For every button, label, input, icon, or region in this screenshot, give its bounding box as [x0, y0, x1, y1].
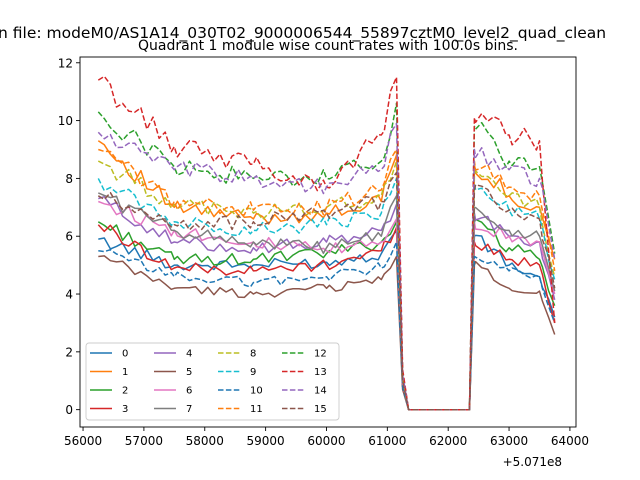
legend-label-6: 6	[186, 386, 192, 397]
series-line-5	[98, 255, 556, 411]
series-line-4	[98, 195, 556, 411]
y-tick-label: 12	[58, 56, 73, 70]
x-tick-label: 63000	[490, 434, 528, 448]
legend-label-0: 0	[122, 349, 128, 360]
series-line-13	[97, 75, 556, 411]
series-line-3	[97, 224, 556, 411]
y-tick-label: 6	[65, 230, 73, 244]
x-tick-label: 56000	[64, 434, 102, 448]
x-tick-label: 64000	[551, 434, 589, 448]
x-tick-label: 59000	[247, 434, 285, 448]
series-line-8	[97, 160, 556, 411]
series-line-1	[97, 140, 556, 411]
legend-label-15: 15	[314, 404, 327, 415]
series-line-15	[97, 171, 556, 411]
chart-title: Quadrant 1 module wise count rates with …	[138, 38, 518, 54]
series-line-6	[98, 200, 556, 411]
series-line-0	[98, 229, 556, 411]
legend-label-7: 7	[186, 404, 192, 415]
legend-label-11: 11	[250, 404, 263, 415]
x-axis: 56000 57000 58000 59000 60000 61000 62000 63000…	[64, 427, 589, 448]
legend-label-4: 4	[186, 349, 192, 360]
legend-label-3: 3	[122, 404, 128, 415]
x-tick-label: 60000	[307, 434, 345, 448]
y-tick-label: 0	[65, 403, 73, 417]
x-tick-label: 58000	[186, 434, 224, 448]
legend-label-9: 9	[250, 367, 256, 378]
y-tick-label: 10	[58, 114, 73, 128]
legend-box	[85, 342, 340, 421]
legend-label-1: 1	[122, 367, 128, 378]
series-line-7	[98, 192, 556, 411]
x-tick-label: 57000	[125, 434, 163, 448]
x-tick-label: 61000	[368, 434, 406, 448]
y-axis: 0 2 4 6 8 10 12	[58, 56, 80, 417]
figure-suptitle: n file: modeM0/AS1A14_030T02_9000006544_…	[0, 24, 606, 43]
series-line-2	[97, 218, 556, 411]
y-tick-label: 4	[65, 288, 73, 302]
y-tick-label: 2	[65, 345, 73, 359]
plot-frame	[79, 56, 577, 428]
legend-label-5: 5	[186, 367, 192, 378]
legend-label-13: 13	[314, 367, 327, 378]
y-tick-label: 8	[65, 172, 73, 186]
x-offset-label: +5.071e8	[503, 455, 562, 469]
series-line-14	[97, 122, 556, 411]
legend-label-10: 10	[250, 386, 263, 397]
series-line-10	[98, 241, 556, 411]
series-line-11	[98, 148, 556, 411]
x-tick-label: 62000	[429, 434, 467, 448]
legend-label-2: 2	[122, 386, 128, 397]
legend-label-14: 14	[314, 386, 327, 397]
legend-label-8: 8	[250, 349, 256, 360]
series-line-12	[97, 102, 556, 411]
legend-label-12: 12	[314, 349, 327, 360]
